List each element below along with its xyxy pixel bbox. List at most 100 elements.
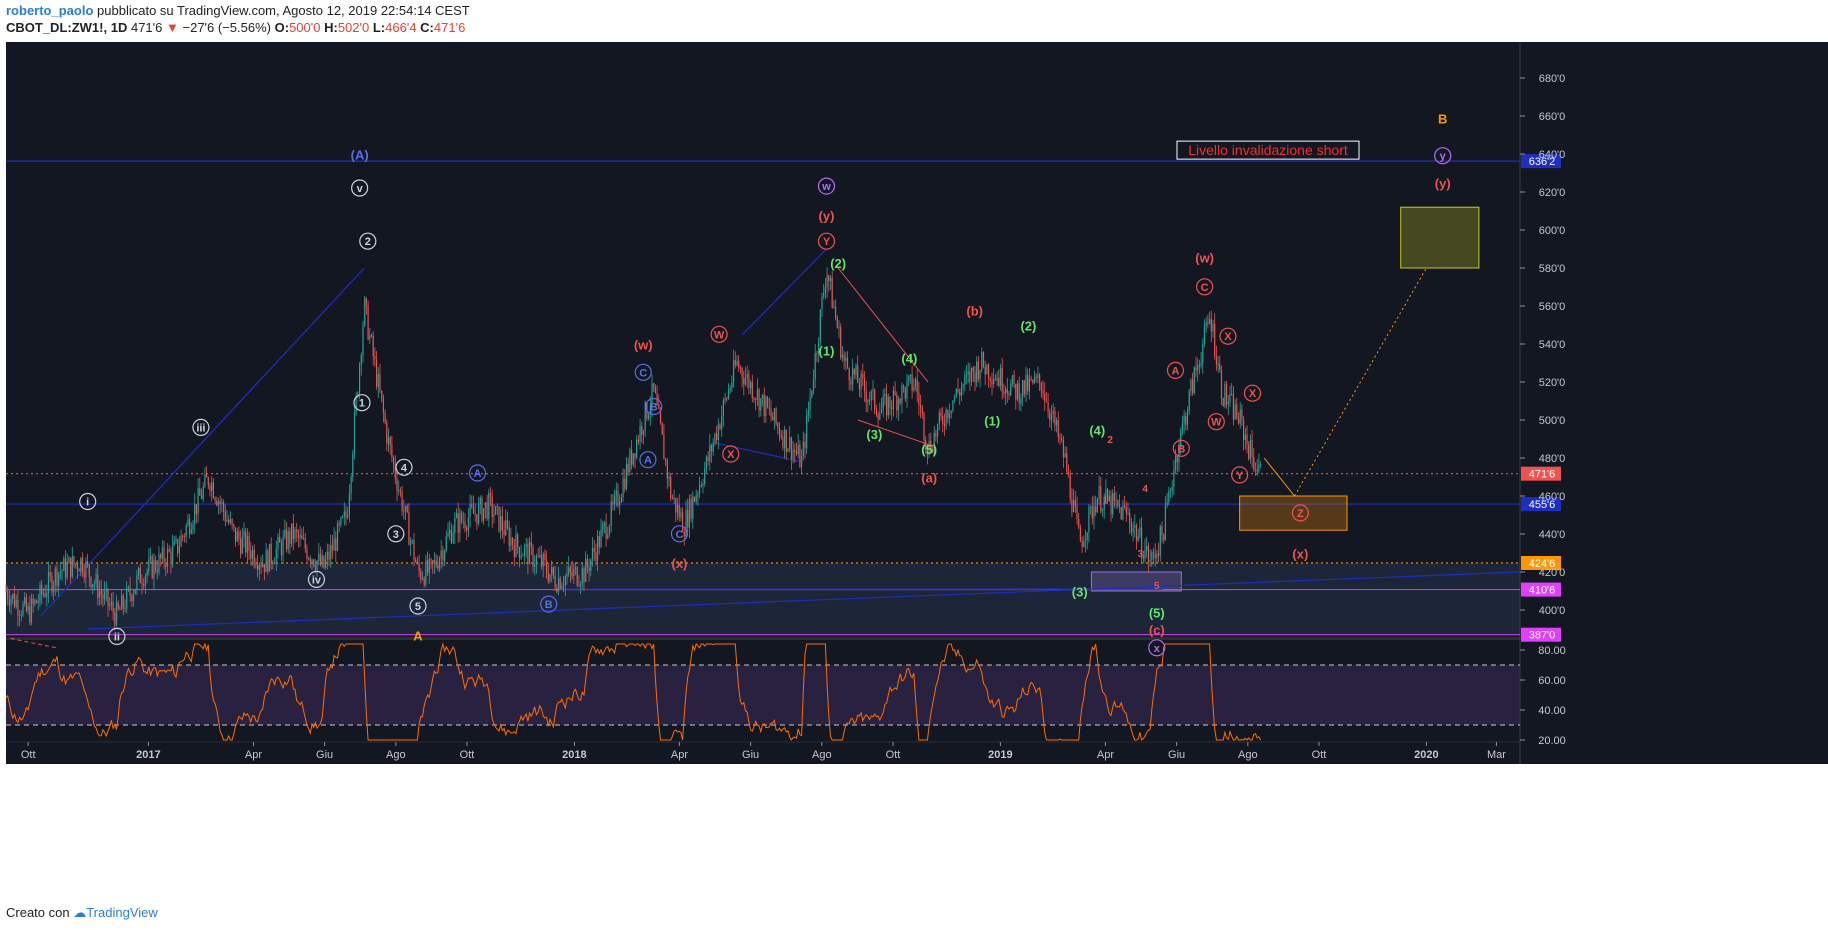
candle-body [391,445,393,458]
red-line-1[interactable] [857,419,930,446]
candle-body [331,544,333,551]
x-tick-label-16: 2020 [1414,749,1438,761]
wave-circle-6 [409,597,427,615]
invalidation-box[interactable] [1176,140,1360,160]
candle-body [542,553,544,567]
candle-body [593,548,595,553]
candle-body [874,389,876,410]
candle-body [1188,391,1190,412]
wave-label-46: A [1171,365,1179,377]
candle-body [999,367,1002,387]
candle-body [131,595,133,602]
candle-body [591,548,594,560]
candle-body [1239,409,1241,424]
author-link[interactable]: roberto_paolo [6,3,94,18]
candle-body [316,560,318,570]
candle-body [265,550,267,572]
candle-body [957,388,959,393]
candle-body [1054,410,1056,426]
candle-body [950,410,952,414]
candle-body [790,437,792,460]
candle-body [1127,512,1129,514]
tradingview-brand-link[interactable]: TradingView [86,905,158,920]
candle-body [799,444,801,468]
level-badge-3 [1521,555,1561,570]
candle-body [471,504,473,507]
trend-line-0[interactable] [40,267,365,617]
candle-body [581,568,583,584]
candle-body [445,536,447,551]
y-tick-label-11: 600'0 [1539,225,1566,237]
publication-info: roberto_paolo pubblicato su TradingView.… [6,3,470,18]
x-tick-label-4: Ago [386,749,406,761]
level-label-1: 471'6 [1529,469,1556,481]
candle-body [756,389,758,400]
candle-body [88,564,90,578]
candle-body [683,531,685,537]
candle-body [852,368,854,385]
candle-body [870,391,872,401]
candle-body [27,606,29,611]
candle-body [1175,455,1177,471]
candle-body [938,412,940,425]
candle-body [330,544,332,560]
candle-body [114,612,116,625]
candle-body [704,469,706,484]
wave-label-31: (b) [966,304,983,319]
projection-arrow-down[interactable] [1263,457,1295,497]
candle-body [763,394,765,416]
candle-body [539,554,541,557]
candle-body [687,509,689,528]
candle-body [727,389,730,399]
candle-body [1010,384,1012,396]
price-chart[interactable]: 636'2 471'6 455'6 424'6 410'6 387'0 (A) v 2 1 4 3 5 A… [0,42,1828,897]
candle-body [937,424,939,437]
candle-body [22,603,24,615]
projection-arrow-up[interactable] [1294,267,1427,497]
candle-body [595,552,597,561]
candle-body [653,383,655,387]
candle-body [214,497,216,501]
high-value: 502'0 [337,20,370,35]
candle-body [302,538,305,540]
candle-body [744,378,747,385]
candle-body [561,586,563,589]
candle-body [1256,469,1258,472]
red-line-2[interactable] [10,638,58,649]
candle-body [600,529,602,548]
target-zone-0[interactable] [1239,495,1348,531]
candle-body [1120,507,1122,520]
red-line-0[interactable] [837,267,929,383]
candle-body [972,367,974,372]
x-tick-label-6: 2018 [562,749,586,761]
trend-line-3[interactable] [742,248,827,335]
candle-body [724,398,726,401]
wave-label-27: (4) [901,351,917,366]
wave-label-12: A [474,468,482,480]
candle-body [797,444,799,454]
candle-body [911,374,913,391]
trend-line-1[interactable] [87,571,1519,630]
candle-body [729,388,731,390]
candle-body [1084,540,1087,542]
candle-body [892,390,894,410]
candle-body [784,429,786,448]
candle-body [690,498,692,519]
open-label: O: [274,20,290,35]
candle-body [384,412,386,423]
candle-body [279,536,281,543]
candle-body [338,523,340,525]
candle-body [1033,376,1036,383]
candle-body [163,547,165,563]
candle-body [979,369,981,379]
candle-body [1219,363,1221,370]
candle-body [1202,344,1204,363]
candle-body [994,379,996,381]
candle-body [607,534,609,539]
candle-body [1144,550,1146,559]
candle-body [1227,402,1229,405]
target-zone-1[interactable] [1400,206,1480,269]
wave-circle-38 [1148,639,1166,657]
candle-body [920,405,922,408]
candle-body [1192,379,1194,394]
